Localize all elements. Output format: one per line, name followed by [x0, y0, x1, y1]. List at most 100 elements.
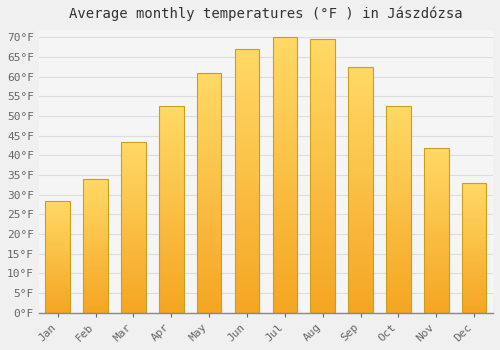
Bar [234, 170, 260, 176]
Bar [197, 284, 222, 289]
Bar [272, 136, 297, 142]
Bar [121, 200, 146, 203]
Bar [84, 259, 108, 262]
Bar [462, 276, 486, 279]
Bar [121, 142, 146, 313]
Bar [462, 193, 486, 196]
Bar [159, 189, 184, 193]
Bar [424, 296, 448, 300]
Bar [310, 160, 335, 165]
Bar [159, 226, 184, 230]
Bar [197, 73, 222, 313]
Bar [462, 230, 486, 232]
Bar [310, 94, 335, 99]
Bar [310, 67, 335, 72]
Bar [272, 241, 297, 247]
Bar [348, 165, 373, 170]
Bar [159, 304, 184, 308]
Bar [159, 214, 184, 218]
Bar [348, 91, 373, 96]
Bar [424, 227, 448, 230]
Bar [46, 263, 70, 266]
Bar [234, 255, 260, 260]
Bar [234, 292, 260, 297]
Bar [462, 243, 486, 245]
Bar [272, 181, 297, 186]
Bar [159, 156, 184, 160]
Bar [272, 219, 297, 225]
Bar [424, 200, 448, 204]
Bar [272, 82, 297, 87]
Bar [121, 189, 146, 193]
Bar [272, 98, 297, 104]
Bar [159, 181, 184, 185]
Bar [424, 190, 448, 194]
Bar [159, 267, 184, 271]
Bar [84, 286, 108, 289]
Bar [234, 250, 260, 255]
Bar [424, 276, 448, 280]
Bar [462, 206, 486, 209]
Bar [197, 260, 222, 265]
Bar [348, 160, 373, 165]
Bar [159, 234, 184, 238]
Bar [348, 150, 373, 155]
Bar [386, 106, 410, 110]
Bar [272, 120, 297, 126]
Bar [348, 111, 373, 116]
Bar [234, 218, 260, 223]
Bar [424, 247, 448, 250]
Bar [159, 300, 184, 304]
Bar [386, 119, 410, 123]
Bar [462, 266, 486, 268]
Bar [197, 250, 222, 255]
Bar [386, 280, 410, 284]
Bar [84, 296, 108, 299]
Bar [159, 209, 184, 214]
Bar [197, 178, 222, 183]
Bar [386, 267, 410, 271]
Bar [272, 208, 297, 213]
Bar [386, 152, 410, 156]
Bar [84, 179, 108, 182]
Bar [462, 289, 486, 292]
Bar [46, 257, 70, 259]
Bar [348, 185, 373, 190]
Bar [424, 167, 448, 170]
Bar [272, 203, 297, 208]
Bar [310, 61, 335, 67]
Bar [272, 60, 297, 65]
Bar [84, 257, 108, 259]
Bar [424, 309, 448, 313]
Bar [46, 281, 70, 284]
Bar [46, 237, 70, 239]
Bar [46, 299, 70, 301]
Bar [197, 169, 222, 174]
Bar [197, 135, 222, 140]
Bar [46, 270, 70, 272]
Bar [84, 302, 108, 304]
Bar [197, 73, 222, 78]
Bar [159, 176, 184, 181]
Bar [84, 187, 108, 190]
Bar [424, 147, 448, 313]
Bar [84, 265, 108, 267]
Bar [197, 298, 222, 303]
Bar [197, 293, 222, 298]
Bar [121, 234, 146, 237]
Bar [424, 170, 448, 174]
Bar [121, 217, 146, 220]
Bar [46, 304, 70, 306]
Bar [197, 202, 222, 207]
Bar [159, 131, 184, 135]
Bar [84, 273, 108, 275]
Bar [197, 92, 222, 97]
Bar [197, 154, 222, 159]
Bar [197, 270, 222, 274]
Bar [197, 274, 222, 279]
Bar [272, 65, 297, 70]
Bar [121, 193, 146, 196]
Bar [197, 140, 222, 145]
Bar [46, 288, 70, 290]
Bar [159, 197, 184, 201]
